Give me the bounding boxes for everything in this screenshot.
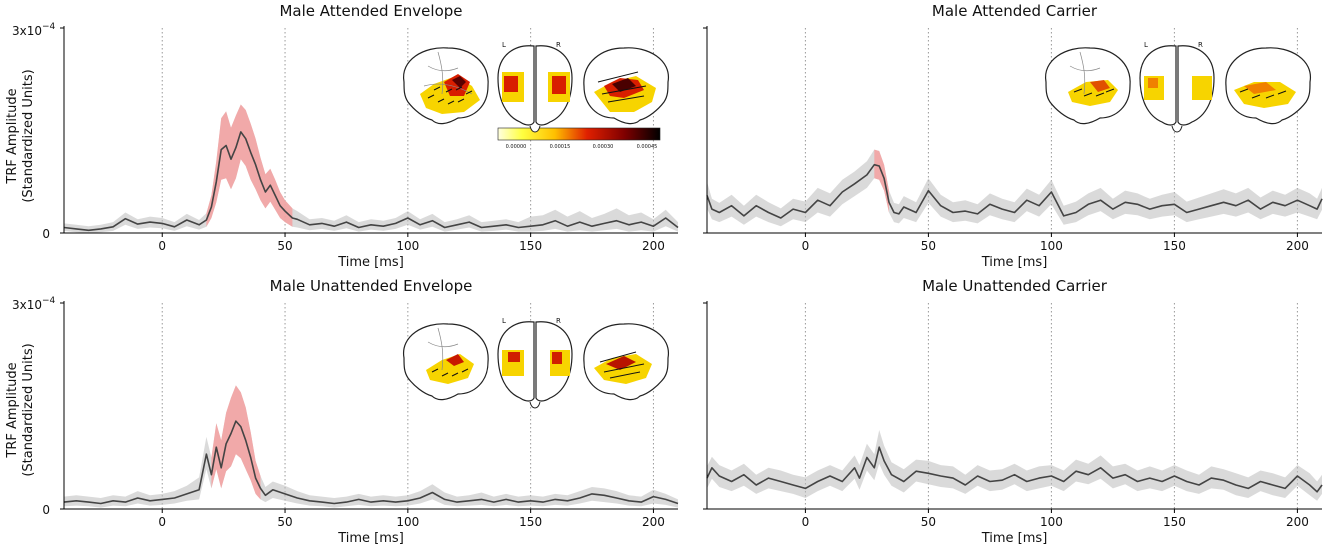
ytick-top-max: 3x10−4 [12,22,56,38]
xtick-label-200: 200 [642,239,665,253]
xtick-label-0: 0 [158,515,166,529]
panel-title: Male Attended Envelope [279,2,462,20]
xtick-label-0: 0 [802,515,810,529]
panel-male-unattended-envelope: Male Unattended Envelope 0 50 100 150 200 Time… [60,277,679,546]
brain-left-lateral [403,47,489,125]
hemisphere-left-label: L [502,41,506,49]
hemisphere-right-label: R [556,317,561,325]
hemisphere-left-label: L [502,317,506,325]
xtick-label-150: 150 [519,515,542,529]
significant-band [206,104,293,227]
panel-male-unattended-carrier: Male Unattended Carrier 0 50 100 150 200 Time … [703,277,1323,546]
ylabel-top: TRF Amplitude (Standardized Units) [5,69,36,202]
ylabel-bottom-line1: TRF Amplitude [5,362,20,458]
series-line-mean [63,420,679,505]
x-axis-label: Time [ms] [337,255,404,270]
xtick-label-50: 50 [921,239,936,253]
confidence-band [64,385,678,508]
panel-title: Male Unattended Carrier [922,277,1108,295]
brain-inset-attended-carrier: L R [1045,41,1311,133]
xtick-label-0: 0 [802,239,810,253]
hemisphere-right-label: R [1198,41,1203,49]
xtick-label-50: 50 [921,515,936,529]
significant-band [211,385,261,500]
xtick-label-150: 150 [519,239,542,253]
panel-male-attended-envelope: Male Attended Envelope 0 50 100 150 200 Time [… [60,2,679,270]
brain-left-lateral [403,323,489,401]
xtick-label-150: 150 [1163,239,1186,253]
ytick-top-max-base: 3x10 [12,24,42,38]
brain-right-lateral [583,323,669,401]
ytick-bottom-zero: 0 [42,503,50,517]
confidence-band [64,104,678,233]
ylabel-top-line1: TRF Amplitude [5,88,20,184]
x-axis-label: Time [ms] [337,531,404,546]
colorbar-tick-1: 0.00015 [550,144,571,150]
xtick-label-100: 100 [1040,515,1063,529]
significant-band [874,149,889,213]
colorbar-tick-0: 0.00000 [506,144,527,150]
ytick-bottom-max-exp: −4 [42,296,56,306]
hemisphere-left-label: L [1144,41,1148,49]
series-line-mean [706,446,1323,493]
xtick-label-50: 50 [277,515,292,529]
xtick-label-200: 200 [1286,239,1309,253]
brain-posterior: L R [497,41,573,133]
xtick-label-0: 0 [158,239,166,253]
panel-male-attended-carrier: Male Attended Carrier 0 50 100 150 200 Time [m… [703,2,1323,270]
confidence-band [707,149,1322,227]
brain-left-lateral [1045,47,1131,125]
ylabel-bottom: TRF Amplitude (Standardized Units) [5,343,36,476]
ytick-bottom-max-base: 3x10 [12,298,42,312]
brain-inset-unattended-envelope: L R [403,317,669,409]
colorbar-tick-2: 0.00030 [593,144,614,150]
panel-title: Male Unattended Envelope [270,277,473,295]
series-line-mean [706,163,1323,219]
brain-right-lateral [1225,47,1311,125]
confidence-band [707,430,1322,501]
colorbar-tick-3: 0.00045 [637,144,658,150]
x-axis-label: Time [ms] [981,255,1048,270]
xtick-label-100: 100 [396,239,419,253]
brain-posterior: L R [497,317,573,409]
ytick-top-max-exp: −4 [42,22,56,32]
ylabel-bottom-line2: (Standardized Units) [21,343,36,476]
xtick-label-100: 100 [1040,239,1063,253]
colorbar-gradient [497,127,661,141]
ytick-bottom-max: 3x10−4 [12,296,56,312]
xtick-label-150: 150 [1163,515,1186,529]
xtick-label-50: 50 [277,239,292,253]
ytick-top-zero: 0 [42,227,50,241]
xtick-label-200: 200 [642,515,665,529]
colorbar: 0.00000 0.00015 0.00030 0.00045 [497,127,661,150]
series-line-mean [63,131,679,232]
xtick-label-200: 200 [1286,515,1309,529]
ylabel-top-line2: (Standardized Units) [21,69,36,202]
brain-right-lateral [583,47,669,125]
panel-title: Male Attended Carrier [932,2,1098,20]
brain-inset-attended-envelope: L R [403,41,669,133]
x-axis-label: Time [ms] [981,531,1048,546]
xtick-label-100: 100 [396,515,419,529]
brain-posterior: L R [1139,41,1215,133]
hemisphere-right-label: R [556,41,561,49]
